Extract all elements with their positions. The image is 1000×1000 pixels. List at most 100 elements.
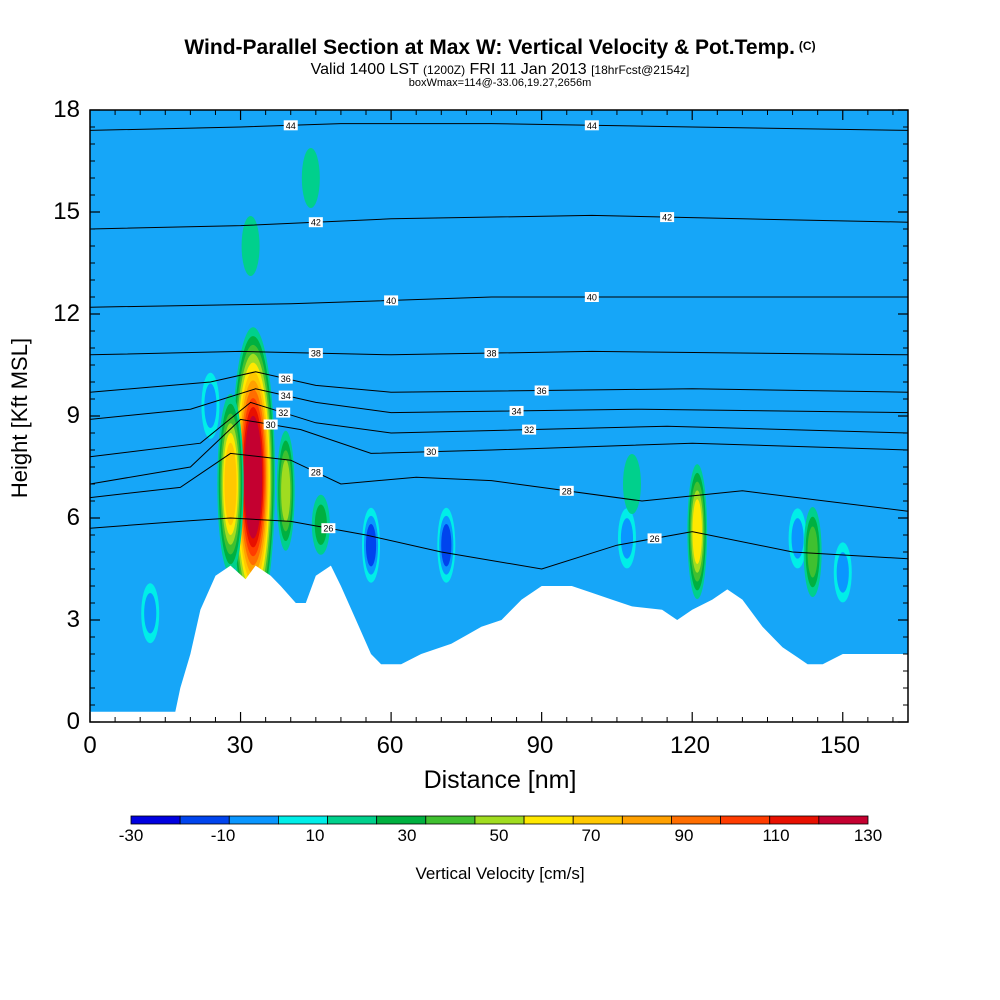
colorbar-swatch bbox=[474, 815, 525, 825]
w-feature bbox=[807, 526, 818, 578]
copyright-mark: (C) bbox=[798, 39, 816, 53]
colorbar bbox=[130, 815, 869, 825]
y-tick-label: 6 bbox=[66, 504, 80, 531]
chart-subtitle: Valid 1400 LST (1200Z) FRI 11 Jan 2013 [… bbox=[0, 61, 1000, 79]
contour-label-bg bbox=[283, 120, 298, 131]
colorbar-swatch bbox=[228, 815, 279, 825]
theta-contour bbox=[90, 123, 908, 131]
colorbar-title: Vertical Velocity [cm/s] bbox=[415, 864, 585, 883]
contour-label: 26 bbox=[323, 524, 333, 534]
w-feature bbox=[620, 518, 634, 559]
contour-label: 28 bbox=[562, 486, 572, 496]
contour-label-bg bbox=[584, 120, 599, 131]
w-feature bbox=[836, 552, 849, 593]
w-feature bbox=[301, 148, 320, 208]
contour-label-bg bbox=[484, 348, 499, 359]
colorbar-swatch bbox=[818, 815, 869, 825]
w-feature bbox=[241, 216, 260, 276]
colorbar-label: 10 bbox=[305, 826, 325, 845]
theta-contour bbox=[90, 371, 908, 393]
contour-label: 34 bbox=[512, 406, 522, 416]
axis-ticks bbox=[89, 109, 908, 723]
w-feature bbox=[244, 415, 263, 539]
w-feature bbox=[204, 383, 217, 429]
theta-contour bbox=[90, 401, 908, 458]
contour-label-bg bbox=[534, 385, 549, 396]
y-tick-label: 12 bbox=[53, 300, 80, 327]
theta-contour bbox=[90, 517, 908, 570]
chart-title: Wind-Parallel Section at Max W: Vertical… bbox=[184, 36, 816, 59]
contour-label: 40 bbox=[587, 293, 597, 303]
colorbar-swatch bbox=[769, 815, 820, 825]
subtitle-zulu: (1200Z) bbox=[423, 63, 466, 77]
contour-label: 30 bbox=[426, 447, 436, 457]
contour-label: 44 bbox=[587, 121, 597, 131]
colorbar-label: 30 bbox=[397, 826, 417, 845]
y-tick-label: 9 bbox=[66, 402, 80, 429]
colorbar-label: 110 bbox=[762, 826, 790, 845]
contour-label-bg bbox=[522, 424, 537, 435]
colorbar-swatch bbox=[179, 815, 230, 825]
contour-label: 34 bbox=[281, 391, 291, 401]
x-tick-label: 30 bbox=[226, 732, 254, 759]
colorbar-label: 50 bbox=[489, 826, 509, 845]
contour-label: 42 bbox=[662, 213, 672, 223]
contour-label: 42 bbox=[311, 218, 321, 228]
theta-contour bbox=[90, 388, 908, 420]
w-feature bbox=[365, 523, 377, 567]
subtitle-forecast: [18hrFcst@2154z] bbox=[591, 63, 690, 77]
colorbar-label: 70 bbox=[581, 826, 601, 845]
colorbar-swatch bbox=[425, 815, 476, 825]
x-tick-label: 120 bbox=[669, 732, 711, 759]
contour-label-bg bbox=[647, 533, 662, 544]
contour-label: 36 bbox=[281, 374, 291, 384]
w-feature bbox=[622, 454, 641, 514]
colorbar-label: 130 bbox=[853, 826, 883, 845]
contour-label-bg bbox=[276, 407, 291, 418]
contour-label-bg bbox=[278, 390, 293, 401]
terrain bbox=[90, 565, 908, 722]
contour-label-bg bbox=[308, 217, 323, 228]
contour-label-bg bbox=[321, 523, 336, 534]
theta-contour bbox=[90, 296, 908, 308]
x-tick-label: 150 bbox=[819, 732, 861, 759]
y-tick-label: 18 bbox=[53, 96, 80, 123]
theta-contour bbox=[90, 350, 908, 356]
contour-label-bg bbox=[509, 405, 524, 416]
w-feature bbox=[144, 592, 157, 634]
colorbar-swatch bbox=[277, 815, 328, 825]
y-tick-label: 0 bbox=[66, 708, 80, 735]
theta-contour bbox=[90, 452, 908, 512]
colorbar-label: -30 bbox=[118, 826, 144, 845]
colorbar-swatch bbox=[327, 815, 378, 825]
contour-label: 38 bbox=[486, 349, 496, 359]
chart-subtitle-2: boxWmax=114@-33.06,19.27,2656m bbox=[408, 77, 592, 89]
contour-label-bg bbox=[308, 467, 323, 478]
w-feature bbox=[224, 442, 237, 526]
contour-label: 30 bbox=[266, 420, 276, 430]
contour-label: 40 bbox=[386, 296, 396, 306]
x-axis-label: Distance [nm] bbox=[423, 766, 577, 794]
theta-contour bbox=[90, 418, 908, 485]
colorbar-swatch bbox=[130, 815, 181, 825]
contour-label: 32 bbox=[278, 408, 288, 418]
colorbar-swatch bbox=[720, 815, 771, 825]
w-feature bbox=[692, 499, 702, 564]
contour-label-bg bbox=[584, 292, 599, 302]
contour-label-bg bbox=[263, 419, 278, 430]
subtitle-date: FRI 11 Jan 2013 bbox=[469, 61, 587, 78]
contour-label: 32 bbox=[524, 425, 534, 435]
colorbar-label: -10 bbox=[210, 826, 236, 845]
contour-label: 44 bbox=[286, 121, 296, 131]
contour-label-bg bbox=[559, 485, 574, 496]
y-tick-label: 3 bbox=[66, 606, 80, 633]
colorbar-swatch bbox=[621, 815, 672, 825]
w-feature bbox=[314, 504, 327, 546]
contour-label: 38 bbox=[311, 349, 321, 359]
w-feature bbox=[791, 518, 804, 559]
colorbar-swatch bbox=[572, 815, 623, 825]
colorbar-label: 90 bbox=[674, 826, 694, 845]
w-feature bbox=[441, 523, 452, 567]
